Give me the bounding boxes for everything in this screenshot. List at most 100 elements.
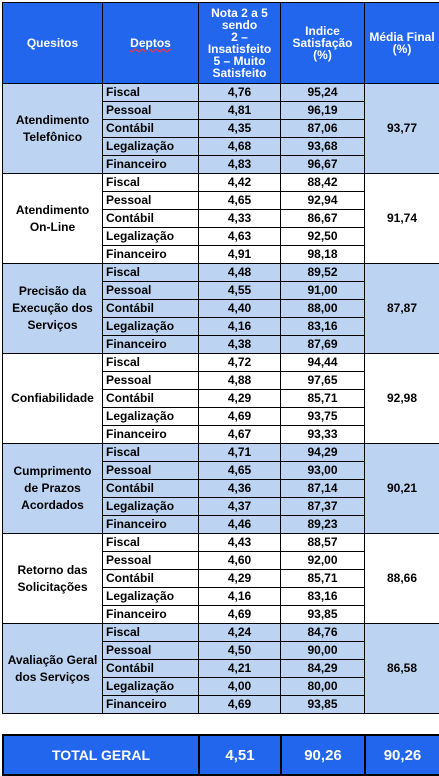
- header-quesitos: Quesitos: [3, 3, 103, 84]
- indice-cell: 85,71: [281, 390, 365, 408]
- indice-cell: 87,37: [281, 498, 365, 516]
- nota-cell: 4,37: [199, 498, 281, 516]
- nota-cell: 4,69: [199, 696, 281, 714]
- indice-cell: 93,33: [281, 426, 365, 444]
- nota-cell: 4,48: [199, 264, 281, 282]
- dept-cell: Contábil: [103, 480, 199, 498]
- category-label-line: Cumprimento: [14, 464, 92, 478]
- nota-cell: 4,21: [199, 660, 281, 678]
- media-final-cell: 92,98: [365, 354, 439, 444]
- indice-cell: 87,14: [281, 480, 365, 498]
- nota-cell: 4,60: [199, 552, 281, 570]
- indice-cell: 95,24: [281, 84, 365, 102]
- nota-cell: 4,72: [199, 354, 281, 372]
- header-row: Quesitos Deptos Nota 2 a 5 sendo 2 – Ins…: [3, 3, 439, 84]
- media-final-cell: 87,87: [365, 264, 439, 354]
- nota-cell: 4,29: [199, 390, 281, 408]
- indice-cell: 97,65: [281, 372, 365, 390]
- dept-cell: Contábil: [103, 300, 199, 318]
- indice-cell: 93,68: [281, 138, 365, 156]
- dept-cell: Legalização: [103, 588, 199, 606]
- indice-cell: 88,00: [281, 300, 365, 318]
- indice-cell: 83,16: [281, 588, 365, 606]
- dept-cell: Contábil: [103, 660, 199, 678]
- indice-cell: 93,00: [281, 462, 365, 480]
- nota-cell: 4,43: [199, 534, 281, 552]
- dept-cell: Contábil: [103, 570, 199, 588]
- nota-cell: 4,38: [199, 336, 281, 354]
- dept-cell: Pessoal: [103, 282, 199, 300]
- media-final-cell: 86,58: [365, 624, 439, 714]
- dept-cell: Fiscal: [103, 444, 199, 462]
- indice-cell: 90,00: [281, 642, 365, 660]
- nota-cell: 4,46: [199, 516, 281, 534]
- dept-cell: Financeiro: [103, 156, 199, 174]
- nota-cell: 4,55: [199, 282, 281, 300]
- nota-cell: 4,76: [199, 84, 281, 102]
- nota-cell: 4,16: [199, 318, 281, 336]
- indice-cell: 96,67: [281, 156, 365, 174]
- header-indice: Indice Satisfação (%): [281, 3, 365, 84]
- category-label-line: Avaliação Geral: [8, 653, 98, 667]
- indice-cell: 94,29: [281, 444, 365, 462]
- category-label-line: Atendimento: [16, 203, 89, 217]
- dept-cell: Legalização: [103, 408, 199, 426]
- nota-cell: 4,65: [199, 462, 281, 480]
- header-nota-line: Satisfeito: [212, 66, 266, 80]
- total-table: TOTAL GERAL 4,51 90,26 90,26: [2, 734, 439, 776]
- indice-cell: 83,16: [281, 318, 365, 336]
- dept-cell: Pessoal: [103, 552, 199, 570]
- dept-cell: Financeiro: [103, 426, 199, 444]
- nota-cell: 4,69: [199, 408, 281, 426]
- media-final-cell: 88,66: [365, 534, 439, 624]
- dept-cell: Financeiro: [103, 606, 199, 624]
- dept-cell: Pessoal: [103, 372, 199, 390]
- nota-cell: 4,69: [199, 606, 281, 624]
- media-final-cell: 93,77: [365, 84, 439, 174]
- dept-cell: Financeiro: [103, 516, 199, 534]
- indice-cell: 98,18: [281, 246, 365, 264]
- nota-cell: 4,35: [199, 120, 281, 138]
- nota-cell: 4,33: [199, 210, 281, 228]
- dept-cell: Fiscal: [103, 624, 199, 642]
- category-label-line: Atendimento: [16, 113, 89, 127]
- indice-cell: 86,67: [281, 210, 365, 228]
- indice-cell: 91,00: [281, 282, 365, 300]
- dept-cell: Contábil: [103, 120, 199, 138]
- dept-cell: Legalização: [103, 318, 199, 336]
- dept-cell: Fiscal: [103, 354, 199, 372]
- category-cell: Confiabilidade: [3, 354, 103, 444]
- total-row: TOTAL GERAL 4,51 90,26 90,26: [3, 735, 439, 775]
- nota-cell: 4,24: [199, 624, 281, 642]
- nota-cell: 4,81: [199, 102, 281, 120]
- nota-cell: 4,50: [199, 642, 281, 660]
- indice-cell: 92,50: [281, 228, 365, 246]
- dept-cell: Financeiro: [103, 246, 199, 264]
- indice-cell: 89,52: [281, 264, 365, 282]
- dept-cell: Pessoal: [103, 462, 199, 480]
- nota-cell: 4,68: [199, 138, 281, 156]
- indice-cell: 85,71: [281, 570, 365, 588]
- dept-cell: Financeiro: [103, 336, 199, 354]
- nota-cell: 4,42: [199, 174, 281, 192]
- nota-cell: 4,71: [199, 444, 281, 462]
- header-nota: Nota 2 a 5 sendo 2 – Insatisfeito 5 – Mu…: [199, 3, 281, 84]
- dept-cell: Legalização: [103, 498, 199, 516]
- indice-cell: 94,44: [281, 354, 365, 372]
- category-label-line: Confiabilidade: [11, 391, 94, 405]
- nota-cell: 4,16: [199, 588, 281, 606]
- dept-cell: Pessoal: [103, 192, 199, 210]
- nota-cell: 4,65: [199, 192, 281, 210]
- header-deptos: Deptos: [103, 3, 199, 84]
- header-deptos-label: Deptos: [130, 36, 171, 50]
